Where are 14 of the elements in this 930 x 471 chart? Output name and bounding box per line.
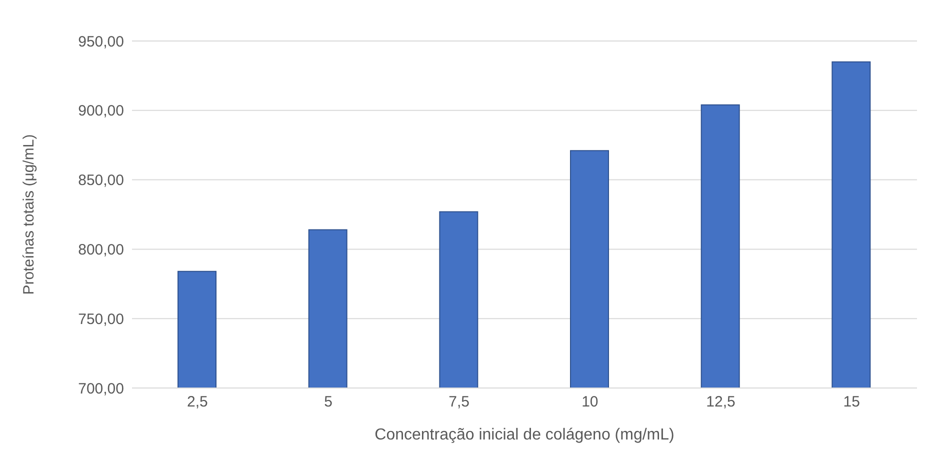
y-tick-label: 900,00 (78, 102, 124, 120)
x-tick-label: 15 (843, 394, 860, 411)
x-axis-title: Concentração inicial de colágeno (mg/mL) (374, 426, 674, 444)
y-axis-title: Proteínas totais (μg/mL) (20, 134, 38, 295)
y-tick-label: 850,00 (78, 172, 124, 190)
y-tick-label: 700,00 (78, 380, 124, 398)
x-tick-label: 12,5 (706, 394, 736, 411)
y-tick-label: 950,00 (78, 33, 124, 50)
x-tick-label: 5 (324, 394, 332, 411)
y-tick-label: 750,00 (78, 310, 124, 328)
y-tick-label: 800,00 (78, 242, 124, 259)
x-tick-label: 7,5 (448, 394, 470, 411)
x-tick-label: 2,5 (186, 394, 208, 411)
x-tick-label: 10 (582, 394, 598, 411)
